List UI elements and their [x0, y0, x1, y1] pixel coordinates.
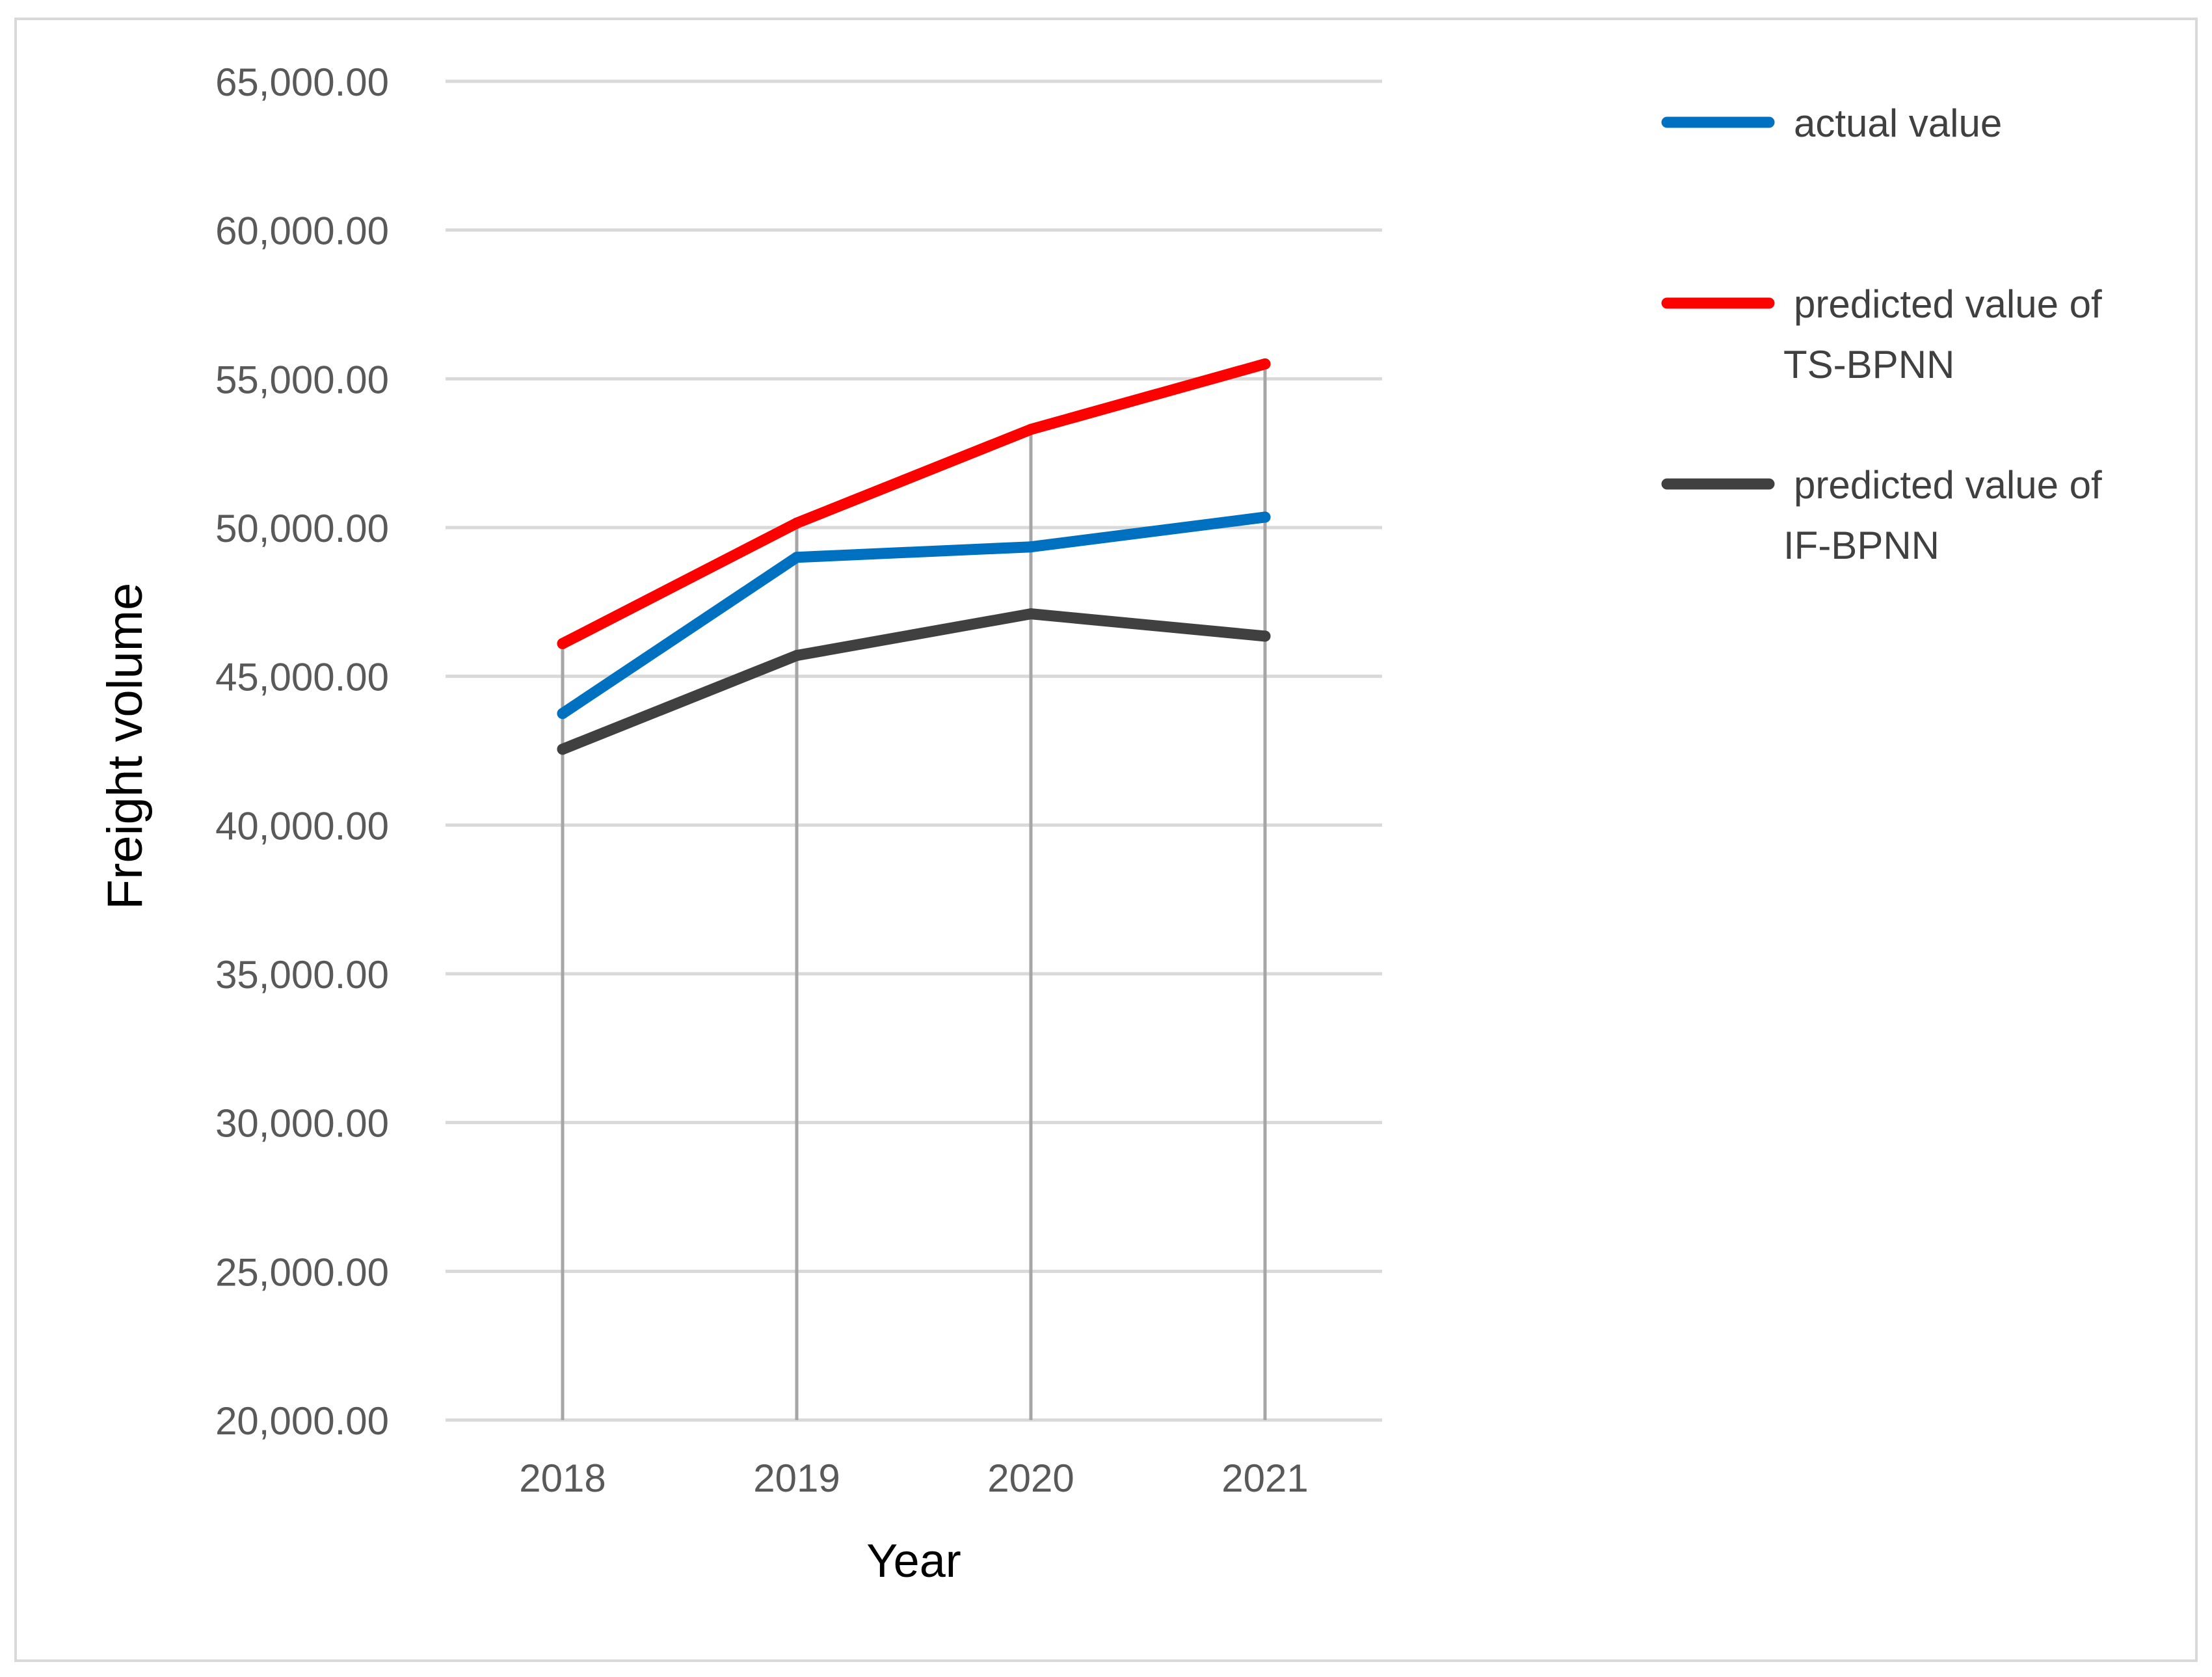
y-axis-ticks: 20,000.00 25,000.00 30,000.00 35,000.00 40,0… [215, 60, 389, 1443]
series-line-3 [557, 608, 1271, 755]
legend-label: IF-BPNN [1783, 524, 1939, 567]
y-tick-label: 30,000.00 [215, 1102, 389, 1146]
legend-entry-1: actual value [1661, 101, 2002, 145]
data-point [791, 552, 803, 563]
x-tick-label: 2019 [753, 1456, 840, 1500]
data-point [1259, 511, 1271, 523]
x-tick-label: 2018 [519, 1456, 606, 1500]
x-tick-label: 2021 [1221, 1456, 1308, 1500]
y-tick-label: 25,000.00 [215, 1250, 389, 1294]
y-axis-title: Freight volume [98, 583, 153, 910]
data-point [1025, 608, 1037, 620]
series-line-1 [557, 511, 1271, 719]
data-point [557, 744, 568, 755]
legend-label: TS-BPNN [1783, 343, 1954, 386]
x-axis-ticks: 2018 2019 2020 2021 [519, 1456, 1308, 1500]
series-line-2 [557, 358, 1271, 649]
data-point [1025, 541, 1037, 553]
y-tick-label: 20,000.00 [215, 1399, 389, 1443]
legend-label: predicted value of [1794, 463, 2102, 507]
legend-entry-3: predicted value of IF-BPNN [1661, 463, 2102, 567]
chart-frame [14, 18, 2198, 1662]
y-tick-label: 60,000.00 [215, 209, 389, 253]
x-tick-label: 2020 [987, 1456, 1074, 1500]
data-point [1025, 423, 1037, 435]
x-axis-title: Year [866, 1535, 961, 1587]
y-tick-label: 35,000.00 [215, 953, 389, 997]
drop-lines [561, 364, 1267, 1420]
y-tick-label: 55,000.00 [215, 358, 389, 401]
legend-label: predicted value of [1794, 282, 2102, 326]
y-tick-label: 50,000.00 [215, 507, 389, 550]
y-tick-label: 65,000.00 [215, 60, 389, 104]
data-point [1259, 358, 1271, 369]
data-point [791, 650, 803, 662]
data-point [557, 708, 568, 719]
y-tick-label: 45,000.00 [215, 656, 389, 699]
series-lines [557, 358, 1271, 755]
legend-label: actual value [1794, 101, 2002, 145]
legend-entry-2: predicted value of TS-BPNN [1661, 282, 2102, 386]
data-point [557, 637, 568, 649]
data-point [1259, 630, 1271, 642]
y-tick-label: 40,000.00 [215, 804, 389, 848]
data-point [791, 517, 803, 529]
